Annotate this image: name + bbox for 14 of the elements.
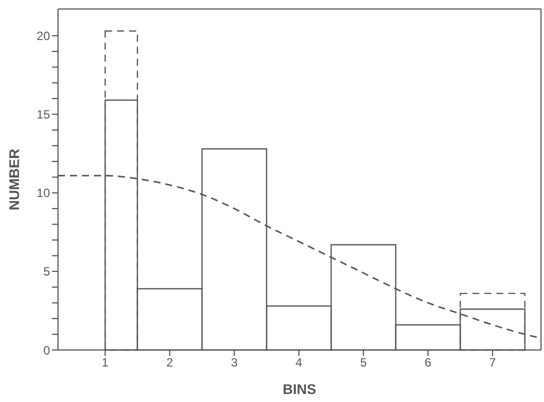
y-tick-label: 0 (43, 343, 50, 358)
x-tick-label: 4 (296, 356, 303, 370)
y-tick-label: 20 (36, 28, 50, 43)
x-tick-label: 3 (230, 356, 238, 370)
y-tick-label: 15 (36, 108, 50, 122)
x-tick-label: 5 (360, 356, 368, 370)
x-tick-label: 2 (166, 356, 174, 370)
x-tick-label: 7 (489, 356, 496, 370)
y-tick-label: 10 (36, 186, 50, 200)
y-axis-title: NUMBER (6, 148, 22, 210)
x-tick-label: 1 (102, 356, 109, 370)
y-tick-label: 5 (43, 264, 50, 279)
x-axis-title: BINS (282, 381, 316, 397)
x-tick-label: 6 (424, 356, 432, 370)
